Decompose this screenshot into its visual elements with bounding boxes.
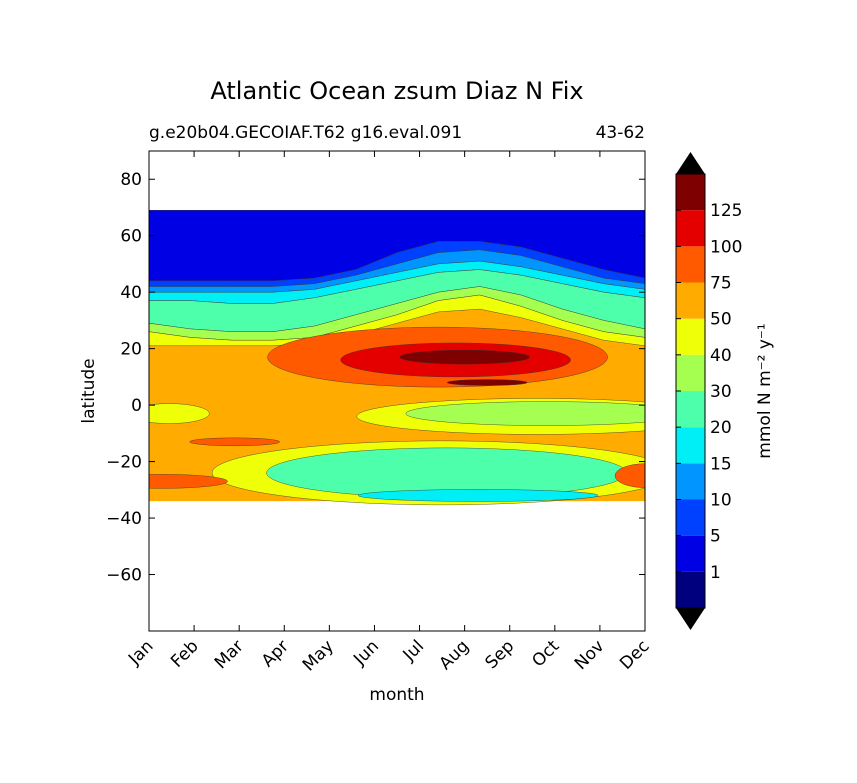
colorbar-segment [676, 354, 705, 391]
colorbar-tick-label: 5 [710, 527, 721, 547]
y-tick-label: 60 [120, 227, 142, 247]
colorbar-tick-label: 125 [710, 201, 742, 221]
contour-blob-orange-sw [149, 474, 228, 489]
colorbar-segment [676, 391, 705, 428]
colorbar-extend-min [676, 608, 705, 630]
x-tick-label: Dec [616, 636, 653, 673]
colorbar-tick-label: 10 [710, 491, 732, 511]
colorbar-tick-label: 30 [710, 382, 732, 402]
colorbar-segment [676, 210, 705, 247]
y-tick-label: −20 [106, 453, 142, 473]
y-axis-label: latitude [79, 358, 99, 423]
y-tick-label: 80 [120, 170, 142, 190]
y-tick-label: 20 [120, 340, 142, 360]
colorbar-tick-label: 20 [710, 418, 732, 438]
contour-blob-dark-red [399, 349, 530, 365]
colorbar-segment [676, 571, 705, 608]
y-axis: 80 60 40 20 0 −20 −40 −60 [106, 170, 645, 586]
colorbar-tick-label: 1 [710, 563, 721, 583]
x-tick-label: May [299, 636, 338, 675]
contour-blob-orange-left [189, 437, 280, 447]
y-tick-label: −40 [106, 509, 142, 529]
x-tick-label: Jun [349, 636, 383, 670]
colorbar-extend-max [676, 152, 705, 174]
contour-blob-dark-red-2 [446, 379, 528, 386]
plot-frame [148, 150, 646, 632]
contour-blob-orange-se [614, 463, 645, 488]
colorbar-segment [676, 174, 705, 211]
x-tick-label: Apr [258, 636, 293, 671]
colorbar-segment [676, 427, 705, 464]
x-tick-label: Mar [211, 636, 248, 673]
x-tick-label: Nov [571, 636, 609, 674]
colorbar-segment [676, 499, 705, 536]
colorbar-tick-label: 50 [710, 310, 732, 330]
x-tick-label: Jul [399, 636, 428, 665]
y-tick-label: 0 [131, 396, 142, 416]
x-axis-label: month [369, 685, 424, 705]
x-tick-label: Aug [436, 636, 474, 674]
plot-area [149, 210, 645, 506]
chart-subtitle-right: 43-62 [596, 123, 645, 143]
y-tick-label: −60 [106, 566, 142, 586]
colorbar-segment [676, 246, 705, 283]
colorbar-tick-label: 15 [710, 454, 732, 474]
colorbar-segment [676, 318, 705, 355]
contour-blob-yellow-left [149, 403, 210, 424]
colorbar-label: mmol N m⁻² y⁻¹ [755, 323, 775, 458]
colorbar-tick-label: 40 [710, 346, 732, 366]
colorbar-segment [676, 282, 705, 319]
colorbar-segment [676, 535, 705, 572]
colorbar-tick-label: 100 [710, 237, 742, 257]
contour-blob-cyan-south [357, 489, 599, 502]
x-tick-label: Feb [167, 636, 202, 671]
x-tick-label: Sep [481, 636, 518, 673]
colorbar-tick-label: 75 [710, 274, 732, 294]
chart-title: Atlantic Ocean zsum Diaz N Fix [210, 77, 583, 105]
x-tick-label: Oct [528, 636, 563, 671]
x-tick-label: Jan [124, 636, 157, 669]
colorbar-segment [676, 463, 705, 500]
y-tick-label: 40 [120, 283, 142, 303]
contour-blob-green-eq [405, 401, 645, 426]
chart-subtitle-left: g.e20b04.GECOIAF.T62 g16.eval.091 [149, 123, 462, 143]
